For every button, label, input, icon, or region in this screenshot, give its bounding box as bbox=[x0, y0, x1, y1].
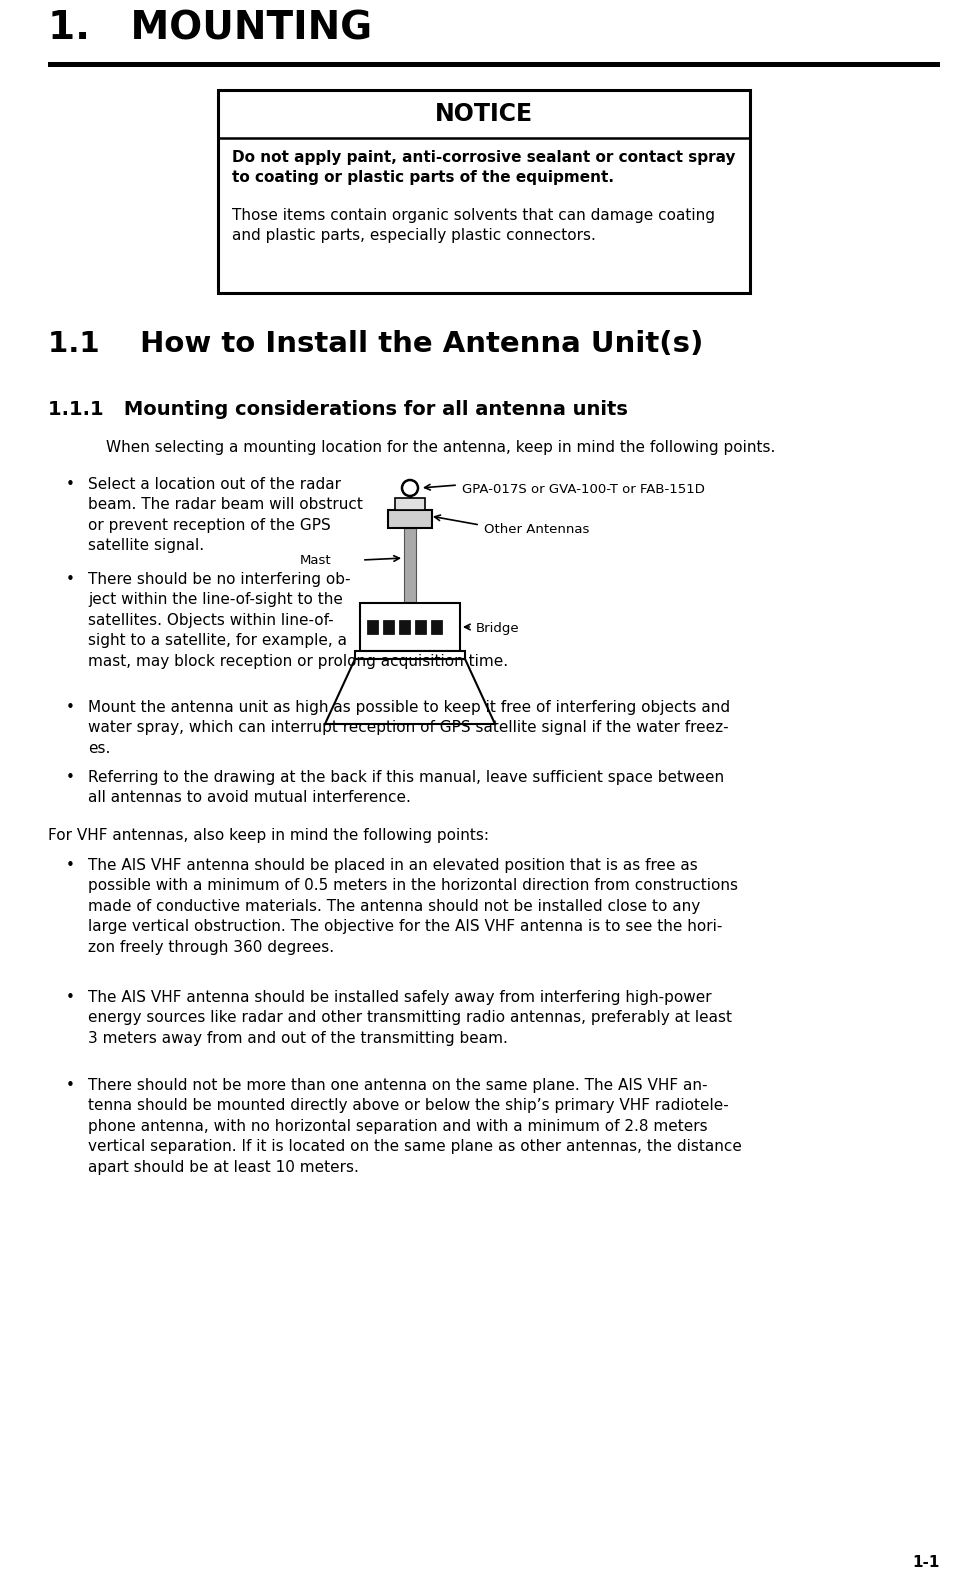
Text: Select a location out of the radar
beam. The radar beam will obstruct
or prevent: Select a location out of the radar beam.… bbox=[88, 478, 363, 554]
Text: 1-1: 1-1 bbox=[913, 1555, 940, 1569]
Polygon shape bbox=[325, 660, 495, 725]
Text: NOTICE: NOTICE bbox=[435, 101, 533, 127]
Bar bbox=[360, 603, 460, 652]
Bar bbox=[431, 620, 442, 634]
Text: •: • bbox=[66, 857, 75, 873]
Text: 1.   MOUNTING: 1. MOUNTING bbox=[48, 9, 372, 47]
Text: The AIS VHF antenna should be installed safely away from interfering high-power
: The AIS VHF antenna should be installed … bbox=[88, 990, 732, 1046]
Text: •: • bbox=[66, 699, 75, 715]
Text: •: • bbox=[66, 573, 75, 587]
Text: Mount the antenna unit as high as possible to keep it free of interfering object: Mount the antenna unit as high as possib… bbox=[88, 699, 730, 756]
Text: There should be no interfering ob-
ject within the line-of-sight to the
satellit: There should be no interfering ob- ject … bbox=[88, 573, 508, 669]
Text: •: • bbox=[66, 478, 75, 492]
Text: Bridge: Bridge bbox=[476, 622, 519, 634]
Text: Referring to the drawing at the back if this manual, leave sufficient space betw: Referring to the drawing at the back if … bbox=[88, 770, 724, 805]
Bar bbox=[218, 90, 750, 293]
Text: When selecting a mounting location for the antenna, keep in mind the following p: When selecting a mounting location for t… bbox=[106, 440, 775, 456]
Text: 1.1.1   Mounting considerations for all antenna units: 1.1.1 Mounting considerations for all an… bbox=[48, 400, 628, 419]
Bar bbox=[367, 620, 378, 634]
Text: Those items contain organic solvents that can damage coating
and plastic parts, : Those items contain organic solvents tha… bbox=[232, 207, 715, 242]
Text: •: • bbox=[66, 990, 75, 1005]
Text: There should not be more than one antenna on the same plane. The AIS VHF an-
ten: There should not be more than one antenn… bbox=[88, 1077, 742, 1174]
Text: •: • bbox=[66, 770, 75, 785]
Text: The AIS VHF antenna should be placed in an elevated position that is as free as
: The AIS VHF antenna should be placed in … bbox=[88, 857, 738, 954]
Text: GPA-017S or GVA-100-T or FAB-151D: GPA-017S or GVA-100-T or FAB-151D bbox=[462, 483, 705, 497]
Text: 1.1    How to Install the Antenna Unit(s): 1.1 How to Install the Antenna Unit(s) bbox=[48, 331, 703, 358]
Text: For VHF antennas, also keep in mind the following points:: For VHF antennas, also keep in mind the … bbox=[48, 827, 489, 843]
Bar bbox=[399, 620, 410, 634]
Bar bbox=[383, 620, 394, 634]
Text: Do not apply paint, anti-corrosive sealant or contact spray
to coating or plasti: Do not apply paint, anti-corrosive seala… bbox=[232, 150, 735, 185]
Bar bbox=[388, 509, 432, 528]
Text: Mast: Mast bbox=[300, 554, 331, 566]
Bar bbox=[395, 498, 425, 509]
Bar bbox=[415, 620, 426, 634]
Bar bbox=[48, 62, 940, 66]
Text: •: • bbox=[66, 1077, 75, 1093]
Bar bbox=[355, 652, 465, 660]
Text: Other Antennas: Other Antennas bbox=[484, 524, 589, 536]
Bar bbox=[404, 528, 416, 603]
